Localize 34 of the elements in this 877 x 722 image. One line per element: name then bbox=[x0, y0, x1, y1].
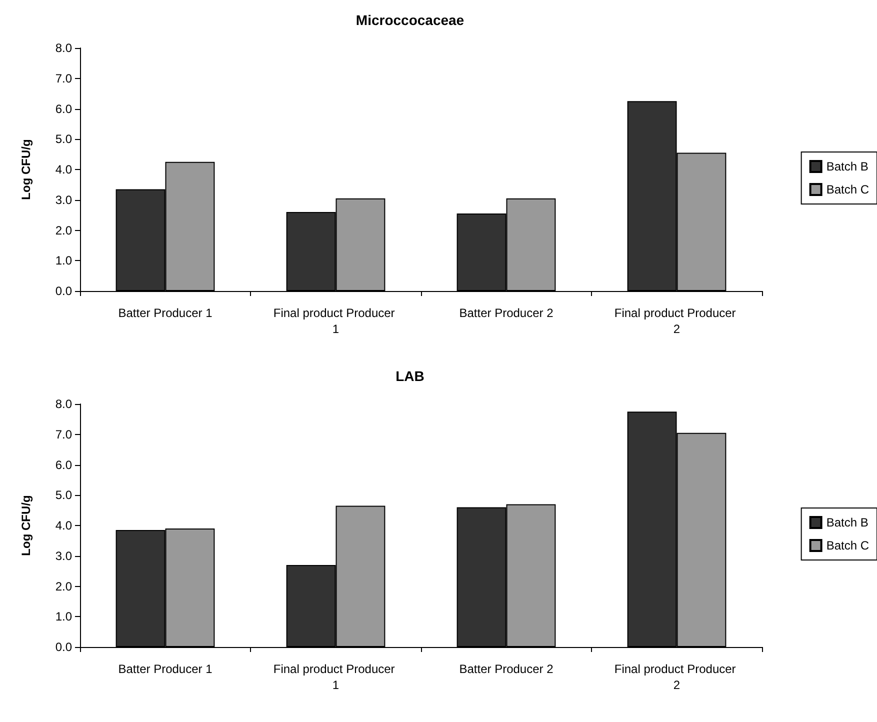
y-tick-label: 5.0 bbox=[55, 132, 72, 146]
y-tick-label: 6.0 bbox=[55, 102, 72, 116]
x-tick-label: Batter Producer 1 bbox=[118, 662, 213, 676]
y-tick-label: 5.0 bbox=[55, 488, 72, 502]
y-axis-title: Log CFU/g bbox=[19, 495, 33, 556]
y-tick-label: 6.0 bbox=[55, 458, 72, 472]
y-tick-label: 2.0 bbox=[55, 579, 72, 594]
legend-label: Batch C bbox=[826, 182, 870, 196]
y-tick-label: 3.0 bbox=[55, 192, 72, 207]
y-tick-label: 7.0 bbox=[55, 427, 72, 442]
y-tick-label: 2.0 bbox=[55, 223, 72, 238]
y-tick-label: 1.0 bbox=[55, 610, 72, 624]
x-tick-label: Final product Producer 1 bbox=[273, 662, 398, 692]
x-tick-label: Batter Producer 1 bbox=[118, 306, 213, 320]
chart-title: LAB bbox=[396, 368, 424, 384]
y-tick-label: 8.0 bbox=[55, 41, 72, 55]
x-tick-label: Batter Producer 2 bbox=[459, 306, 554, 320]
y-tick-label: 8.0 bbox=[55, 397, 72, 411]
y-tick-label: 0.0 bbox=[55, 284, 72, 298]
legend-label: Batch B bbox=[826, 516, 868, 530]
y-tick-label: 1.0 bbox=[55, 254, 72, 268]
y-axis-title: Log CFU/g bbox=[19, 139, 33, 200]
x-tick-label: Final product Producer 1 bbox=[273, 306, 398, 336]
x-tick-label: Final product Producer 2 bbox=[614, 306, 740, 336]
legend-label: Batch B bbox=[826, 160, 868, 174]
chart-title: Microccocaceae bbox=[356, 12, 464, 28]
y-tick-label: 3.0 bbox=[55, 548, 72, 563]
x-tick-label: Batter Producer 2 bbox=[459, 662, 554, 676]
legend-label: Batch C bbox=[826, 538, 870, 552]
y-tick-label: 4.0 bbox=[55, 518, 72, 532]
y-tick-label: 4.0 bbox=[55, 162, 72, 176]
x-tick-label: Final product Producer 2 bbox=[614, 662, 740, 692]
y-tick-label: 0.0 bbox=[55, 640, 72, 654]
y-tick-label: 7.0 bbox=[55, 71, 72, 86]
